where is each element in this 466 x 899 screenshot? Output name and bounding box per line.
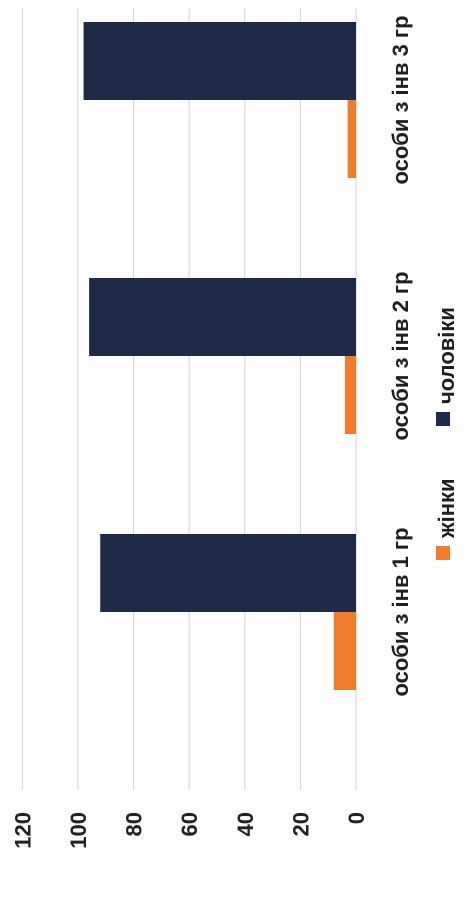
- bar-zhinky-2: [344, 356, 356, 434]
- value-tick-label: 120: [10, 812, 35, 849]
- bar-choloviky-3: [83, 22, 356, 100]
- bar-zhinky-1: [333, 612, 356, 690]
- legend: жінки чоловіки: [434, 307, 459, 560]
- legend-label: чоловіки: [434, 307, 459, 404]
- legend-swatch: [436, 412, 450, 426]
- legend-swatch: [436, 546, 450, 560]
- value-tick-label: 40: [233, 812, 258, 836]
- category-axis: особи з інв 1 гр особи з інв 2 гр особи з …: [388, 15, 413, 696]
- gridlines: [21, 8, 357, 790]
- legend-label: жінки: [434, 478, 459, 539]
- bars: [83, 22, 357, 690]
- value-tick-label: 60: [177, 812, 202, 836]
- category-label: особи з інв 1 гр: [388, 527, 413, 696]
- category-label: особи з інв 2 гр: [388, 271, 413, 440]
- bar-zhinky-3: [347, 100, 356, 178]
- value-tick-label: 0: [344, 812, 369, 824]
- bar-choloviky-1: [100, 534, 357, 612]
- value-tick-label: 20: [288, 812, 313, 836]
- value-axis: 0 20 40 60 80 100 120: [10, 812, 369, 849]
- category-label: особи з інв 3 гр: [388, 15, 413, 184]
- value-tick-label: 100: [66, 812, 91, 849]
- value-tick-label: 80: [122, 812, 147, 836]
- bar-choloviky-2: [89, 278, 357, 356]
